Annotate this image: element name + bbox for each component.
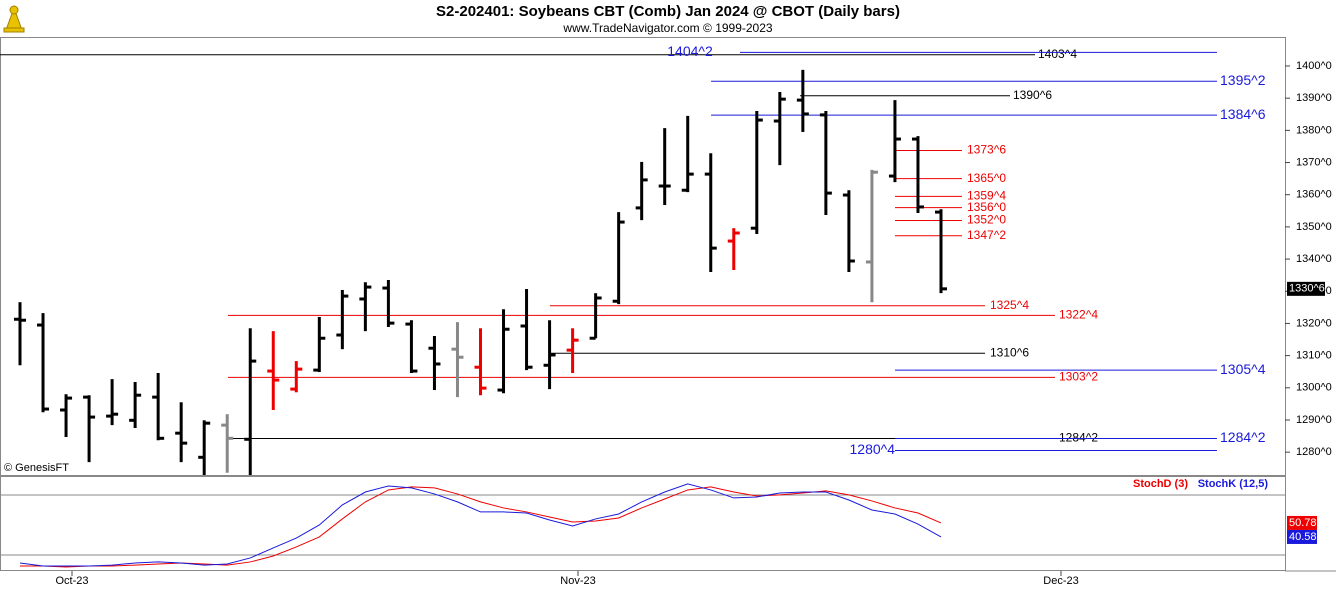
y-tick-label: 1400^0 (1296, 60, 1332, 72)
content: 1280^01290^01300^01310^01320^01330^01340… (0, 43, 1332, 587)
level-label: 1390^6 (1013, 88, 1052, 102)
last-price-label: 1330^6 (1289, 283, 1325, 295)
level-label: 1325^4 (990, 298, 1029, 312)
level-label: 1284^2 (1220, 429, 1266, 445)
level-label: 1359^4 (967, 188, 1006, 202)
chart-title: S2-202401: Soybeans CBT (Comb) Jan 2024 … (436, 3, 900, 20)
last-price-box (1287, 281, 1325, 296)
level-label: 1305^4 (1220, 361, 1266, 377)
last-value-box (1287, 515, 1317, 530)
last-value-label: 40.58 (1289, 531, 1317, 543)
level-label: 1347^2 (967, 228, 1006, 242)
y-tick-label: 1370^0 (1296, 156, 1332, 168)
y-tick-label: 1300^0 (1296, 382, 1332, 394)
logo (3, 5, 25, 33)
price-panel (0, 37, 1286, 476)
level-label: 1284^2 (1059, 431, 1098, 445)
x-tick-label: Dec-23 (1043, 575, 1078, 587)
y-tick-label: 1360^0 (1296, 189, 1332, 201)
level-label: 1310^6 (990, 345, 1029, 359)
level-label: 1356^0 (967, 200, 1006, 214)
legend-entry: StochD (3) (1133, 478, 1188, 490)
level-label: 1365^0 (967, 171, 1006, 185)
y-tick-label: 1310^0 (1296, 350, 1332, 362)
y-tick-label: 1340^0 (1296, 253, 1332, 265)
y-tick-label: 1290^0 (1296, 414, 1332, 426)
stoch-line (20, 486, 942, 568)
x-tick-label: Oct-23 (55, 575, 88, 587)
level-label: 1395^2 (1220, 72, 1266, 88)
stoch-panel (0, 476, 1286, 571)
y-tick-label: 1320^0 (1296, 317, 1332, 329)
level-label: 1322^4 (1059, 308, 1098, 322)
y-tick-label: 1380^0 (1296, 124, 1332, 136)
y-tick-label: 1280^0 (1296, 446, 1332, 458)
y-tick-label: 1350^0 (1296, 221, 1332, 233)
level-label: 1403^4 (1038, 47, 1077, 61)
last-value-label: 50.78 (1289, 517, 1317, 529)
level-label: 1303^2 (1059, 370, 1098, 384)
level-label: 1352^0 (967, 213, 1006, 227)
subtitle: www.TradeNavigator.com © 1999-2023 (562, 21, 772, 35)
copyright: © GenesisFT (4, 462, 69, 474)
stoch-line (19, 483, 942, 567)
legend-entry: StochK (12,5) (1198, 478, 1269, 490)
level-label: 1404^2 (667, 43, 713, 59)
last-value-box (1287, 529, 1317, 544)
x-tick-label: Nov-23 (560, 575, 595, 587)
level-label: 1373^6 (967, 143, 1006, 157)
level-label: 1280^4 (850, 441, 896, 457)
y-tick-label: 1390^0 (1296, 92, 1332, 104)
level-label: 1384^6 (1220, 106, 1266, 122)
